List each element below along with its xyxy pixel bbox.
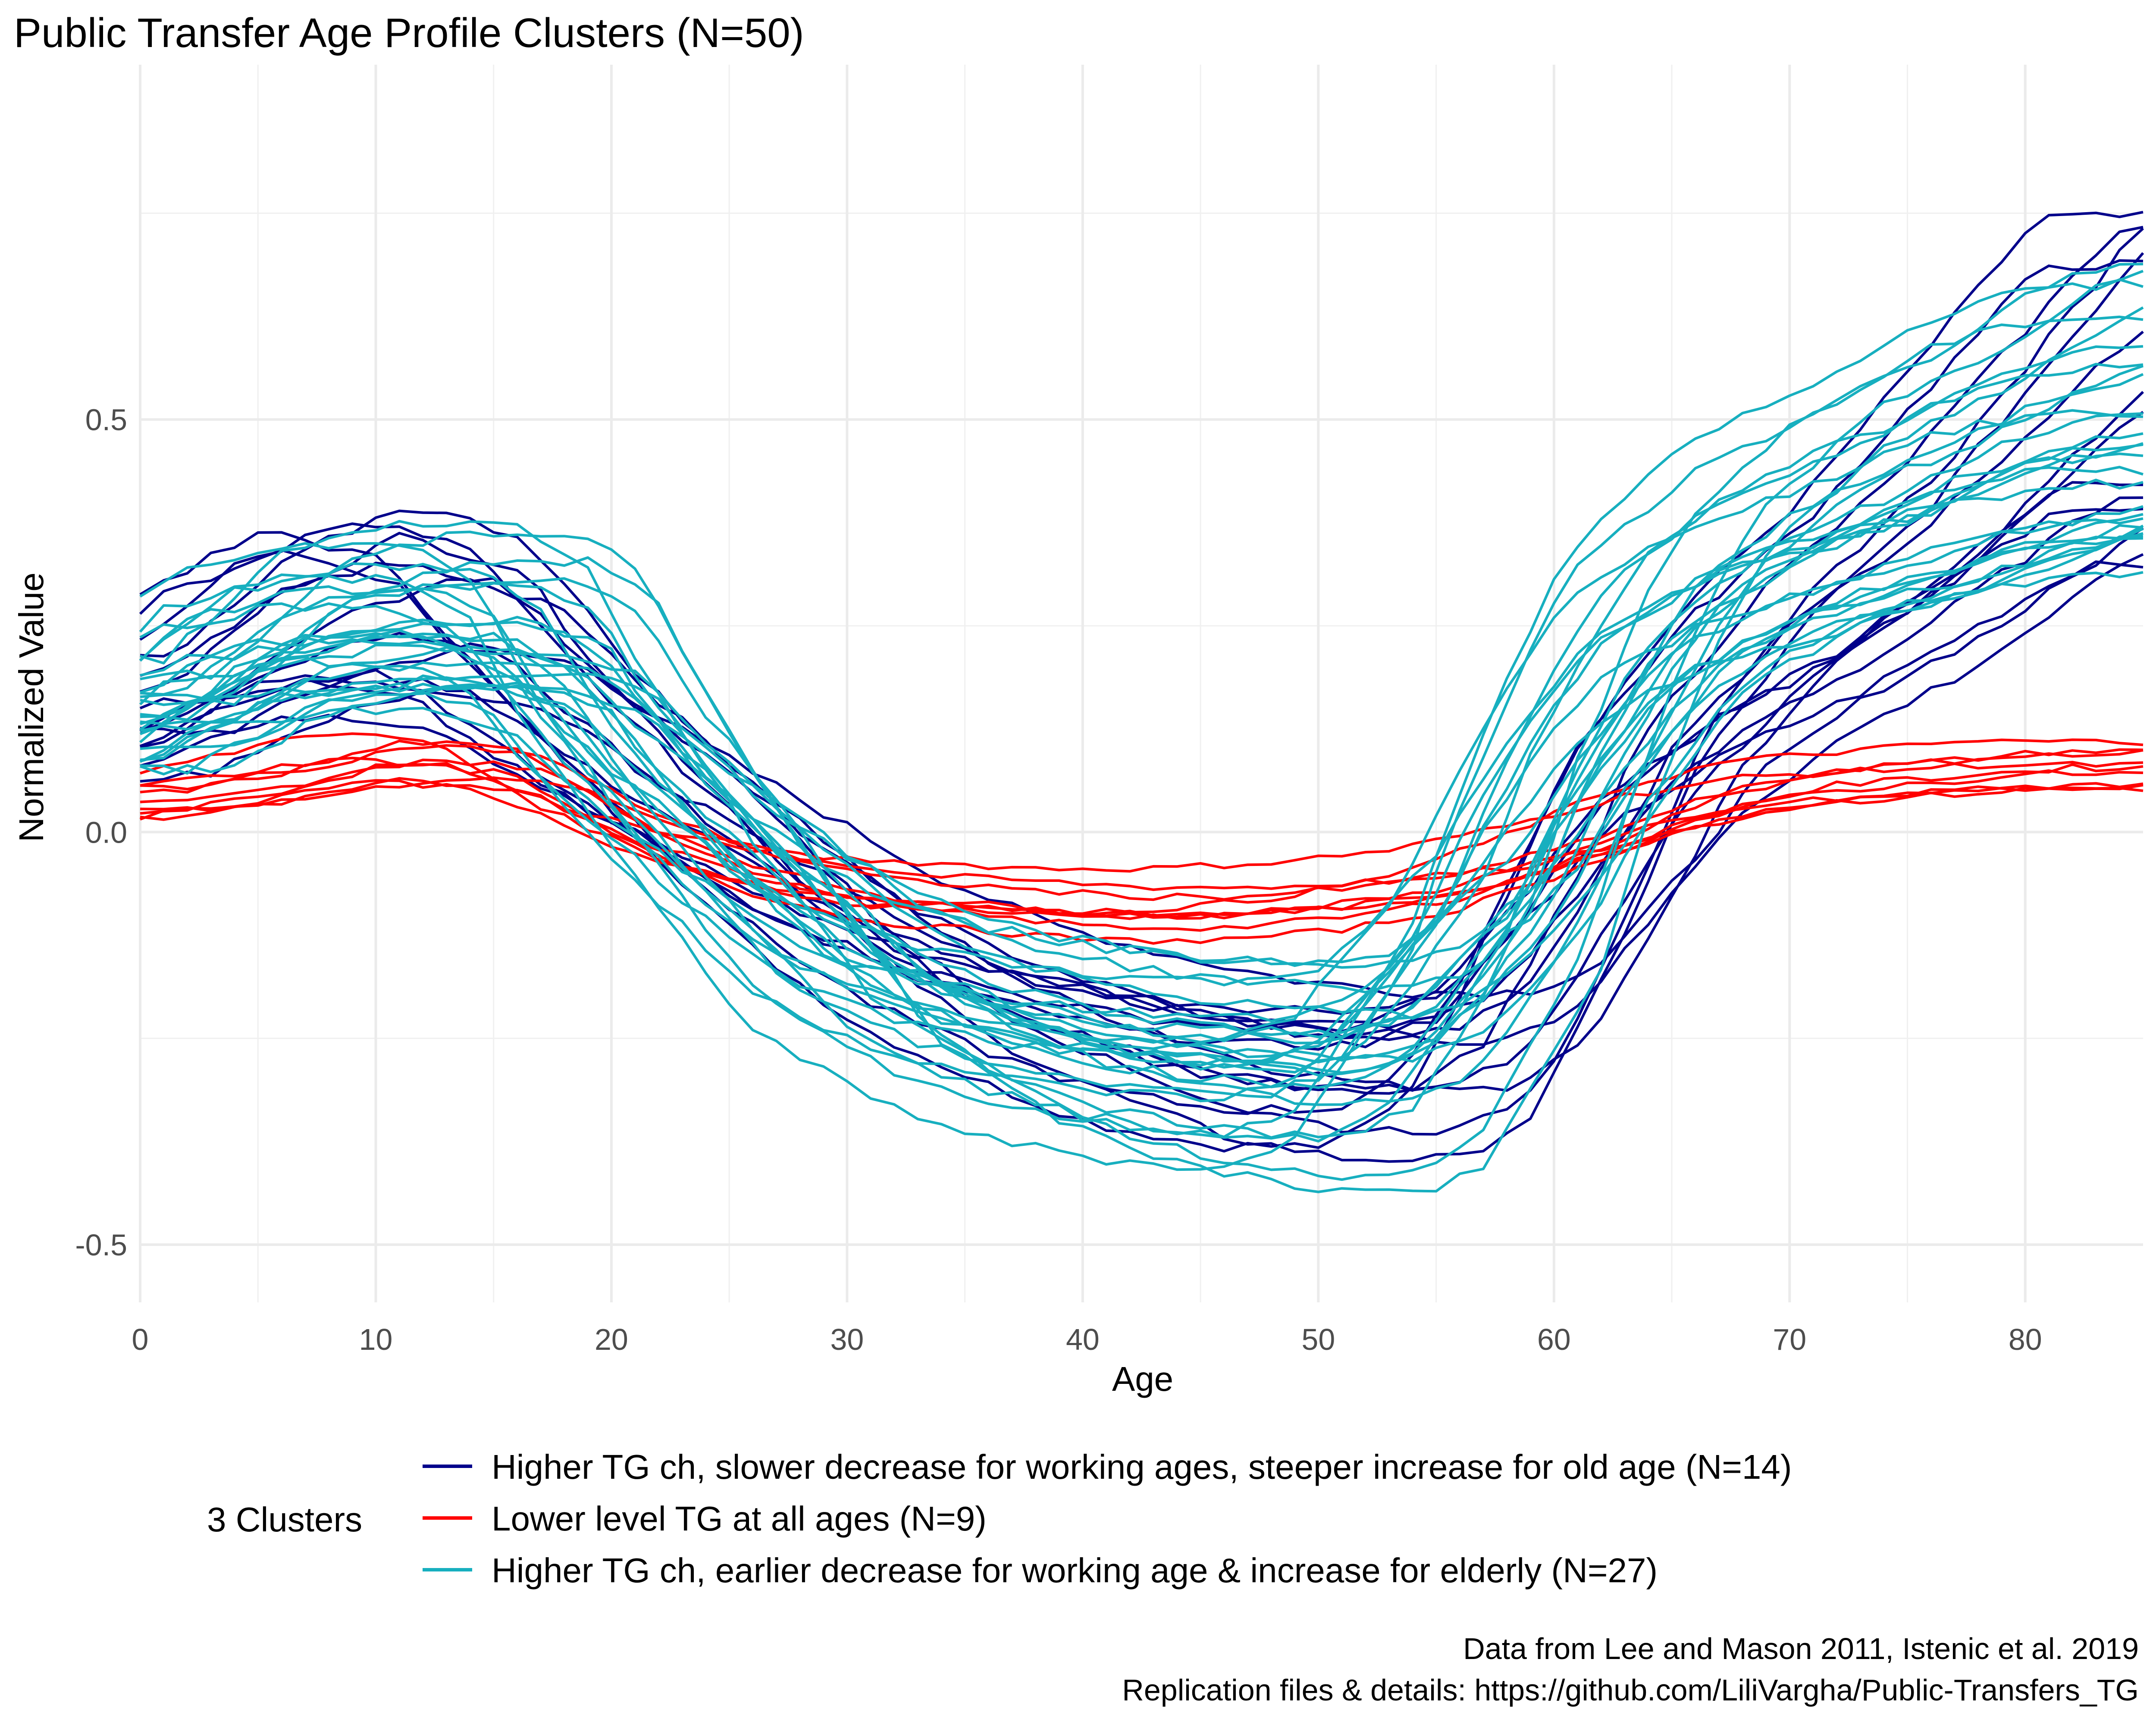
series-3-line xyxy=(140,373,2144,1077)
series-3-line xyxy=(139,412,2143,1143)
series-3-line xyxy=(140,532,2143,1063)
x-tick-label: 0 xyxy=(132,1323,149,1356)
minor-gridlines xyxy=(140,65,2143,1302)
series-1-line xyxy=(140,252,2144,1163)
series-lines xyxy=(139,210,2144,1193)
series-1-line xyxy=(139,259,2143,1115)
y-tick-label: 0.0 xyxy=(85,815,127,849)
caption: Data from Lee and Mason 2011, Istenic et… xyxy=(1122,1628,2139,1711)
series-3-line xyxy=(140,270,2144,1181)
major-gridlines xyxy=(139,65,2143,1302)
series-3-line xyxy=(140,306,2144,1193)
series-3-line xyxy=(139,466,2143,1102)
series-3-line xyxy=(139,345,2143,1074)
x-tick-label: 30 xyxy=(830,1323,864,1356)
caption-replication: Replication files & details: https://git… xyxy=(1122,1673,2139,1707)
series-2-line xyxy=(140,777,2143,917)
series-2-line xyxy=(140,776,2143,891)
x-tick-label: 40 xyxy=(1066,1323,1100,1356)
series-3-line xyxy=(140,452,2143,1063)
caption-source: Data from Lee and Mason 2011, Istenic et… xyxy=(1463,1632,2139,1665)
series-2-line xyxy=(140,763,2143,945)
series-3-line xyxy=(140,479,2143,987)
legend-label-cluster-3: Higher TG ch, earlier decrease for worki… xyxy=(492,1551,1658,1590)
legend-key-cluster-1 xyxy=(423,1465,472,1468)
series-3-line xyxy=(139,571,2143,1022)
line-chart: 0 10 20 30 40 50 60 70 80 -0.5 0.0 0.5 Age Normaliz… xyxy=(12,65,2144,1398)
series-3-line xyxy=(140,537,2143,969)
series-1-line xyxy=(139,226,2143,1092)
series-2-line xyxy=(139,779,2143,920)
tick-labels: 0 10 20 30 40 50 60 70 80 -0.5 0.0 0.5 xyxy=(75,403,2042,1356)
x-tick-label: 70 xyxy=(1773,1323,1806,1356)
series-3-line xyxy=(140,527,2144,1063)
x-tick-label: 80 xyxy=(2009,1323,2042,1356)
series-2-lines xyxy=(139,732,2143,945)
series-1-line xyxy=(139,210,2143,1153)
legend-label-cluster-2: Lower level TG at all ages (N=9) xyxy=(492,1499,987,1538)
y-axis-title: Normalized Value xyxy=(12,572,50,842)
x-tick-label: 20 xyxy=(595,1323,628,1356)
series-3-line xyxy=(140,263,2143,1139)
y-tick-label: 0.5 xyxy=(85,403,127,437)
series-1-line xyxy=(140,527,2144,999)
legend-key-cluster-2 xyxy=(423,1516,472,1520)
series-3-line xyxy=(140,535,2143,1020)
series-3-lines xyxy=(139,263,2144,1193)
chart-title: Public Transfer Age Profile Clusters (N=… xyxy=(14,10,804,56)
series-1-line xyxy=(140,560,2143,1015)
series-3-line xyxy=(140,524,2144,1044)
series-1-line xyxy=(140,496,2143,1029)
x-tick-label: 50 xyxy=(1301,1323,1335,1356)
legend-title: 3 Clusters xyxy=(207,1500,363,1539)
series-2-line xyxy=(140,756,2143,873)
legend-key-cluster-3 xyxy=(423,1568,472,1571)
x-tick-label: 10 xyxy=(359,1323,393,1356)
series-3-line xyxy=(140,505,2143,967)
legend-label-cluster-1: Higher TG ch, slower decrease for workin… xyxy=(492,1448,1792,1486)
series-3-line xyxy=(139,278,2143,1138)
series-2-line xyxy=(140,744,2143,901)
x-axis-title: Age xyxy=(1112,1360,1173,1398)
x-tick-label: 60 xyxy=(1537,1323,1571,1356)
series-3-line xyxy=(139,443,2143,1089)
series-3-line xyxy=(139,363,2143,1099)
series-3-line xyxy=(140,442,2143,1038)
y-tick-label: -0.5 xyxy=(75,1228,127,1262)
series-1-line xyxy=(140,330,2144,1038)
series-1-line xyxy=(140,227,2144,1136)
